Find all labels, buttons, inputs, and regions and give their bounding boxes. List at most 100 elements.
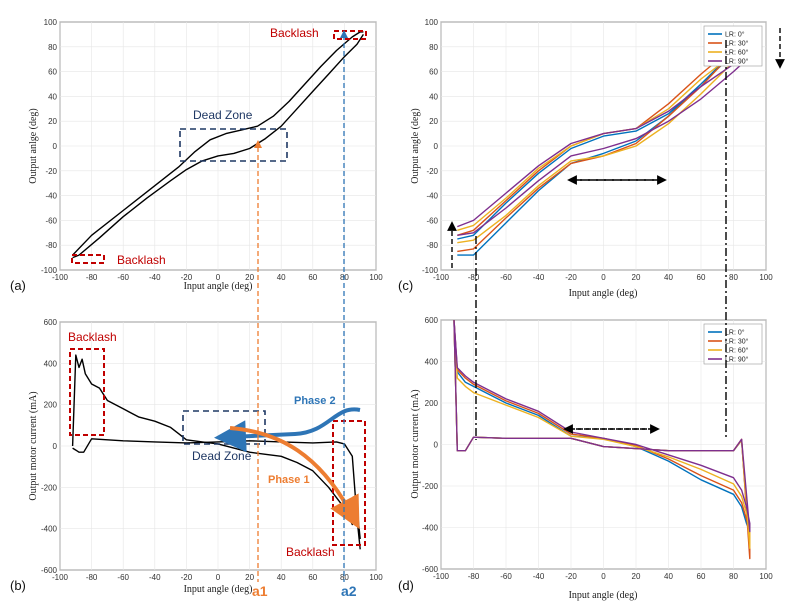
panel-a-deadzone-label: Dead Zone <box>193 108 253 122</box>
x-tick-label: 20 <box>245 273 254 282</box>
y-tick-label: 200 <box>425 399 439 408</box>
x-tick-label: 80 <box>729 273 738 282</box>
x-tick-label: 60 <box>308 573 317 582</box>
legend-label: LR: 0° <box>725 329 745 337</box>
y-tick-label: 600 <box>44 318 58 327</box>
x-tick-label: -40 <box>533 572 545 581</box>
y-tick-label: 20 <box>429 117 438 126</box>
x-tick-label: -100 <box>433 572 450 581</box>
legend-box <box>703 323 763 365</box>
x-tick-label: 80 <box>340 273 349 282</box>
y-tick-label: -400 <box>41 525 58 534</box>
x-tick-label: -20 <box>181 273 193 282</box>
x-tick-label: 0 <box>216 273 221 282</box>
panel-c-chart: -100 -80 -60 -40 -20 0 20 40 60 80 100 100 80 60 40 20 0… <box>410 18 785 299</box>
x-tick-label: -60 <box>500 273 512 282</box>
panel-d-ylabel: Output motor current (mA) <box>410 389 421 498</box>
y-tick-label: -100 <box>422 266 439 275</box>
x-tick-label: -20 <box>565 572 577 581</box>
panel-label-c: (c) <box>398 278 413 293</box>
x-tick-label: -80 <box>86 273 98 282</box>
x-tick-label: -60 <box>117 573 129 582</box>
panel-b-backlash-label-right: Backlash <box>286 545 335 559</box>
panel-b-backlash-label-left: Backlash <box>68 330 117 344</box>
x-tick-label: -20 <box>181 573 193 582</box>
x-tick-label: 80 <box>729 572 738 581</box>
x-tick-label: 40 <box>277 273 286 282</box>
x-tick-label: -100 <box>52 573 69 582</box>
panel-a-backlash-label-bottom: Backlash <box>117 253 166 267</box>
x-tick-label: 80 <box>340 573 349 582</box>
x-tick-label: -60 <box>117 273 129 282</box>
x-tick-label: -100 <box>52 273 69 282</box>
x-tick-label: 0 <box>601 572 606 581</box>
x-tick-label: 100 <box>369 573 383 582</box>
panel-a-ylabel: Output anlge (deg) <box>28 108 39 184</box>
series-line-lr-90- <box>453 319 751 533</box>
x-tick-label: 40 <box>664 572 673 581</box>
x-tick-label: 60 <box>308 273 317 282</box>
legend-label: LR: 30° <box>725 40 749 48</box>
legend-label: LR: 90° <box>725 58 749 66</box>
y-tick-label: 40 <box>48 92 57 101</box>
y-tick-label: 60 <box>48 68 57 77</box>
y-tick-label: 600 <box>425 316 439 325</box>
panel-a-deadzone-box <box>179 128 288 162</box>
y-tick-label: 100 <box>425 18 439 27</box>
x-tick-label: 40 <box>277 573 286 582</box>
panel-a-backlash-label-top: Backlash <box>270 26 319 40</box>
x-tick-label: 20 <box>245 573 254 582</box>
legend-label: LR: 60° <box>725 49 749 57</box>
legend-box <box>703 25 763 67</box>
panel-c-xlabel: Input angle (deg) <box>569 288 638 299</box>
y-tick-label: 400 <box>44 359 58 368</box>
y-tick-label: -200 <box>422 482 439 491</box>
y-tick-label: 80 <box>429 43 438 52</box>
panel-label-a: (a) <box>10 278 26 293</box>
panel-b-phase2-label: Phase 2 <box>294 395 336 407</box>
y-tick-label: -100 <box>41 266 58 275</box>
y-tick-label: 400 <box>425 358 439 367</box>
legend-label: LR: 60° <box>725 347 749 355</box>
x-tick-label: -40 <box>533 273 545 282</box>
x-tick-label: 100 <box>369 273 383 282</box>
panel-b-phase2-arrow <box>214 407 361 453</box>
panel-d-xlabel: Input angle (deg) <box>569 590 638 601</box>
y-tick-label: -60 <box>45 216 57 225</box>
panel-b-chart: -100 -80 -60 -40 -20 0 20 40 60 80 1006004002000-2… <box>28 318 383 599</box>
panel-b-phase1-arrow <box>229 426 360 530</box>
x-tick-label: 20 <box>632 273 641 282</box>
y-tick-label: -20 <box>426 167 438 176</box>
x-tick-label: 0 <box>601 273 606 282</box>
panel-d-chart: -100 -80 -60 -40 -20 0 20 40 60 80 1006004002000-2… <box>410 316 773 601</box>
y-tick-label: -40 <box>426 192 438 201</box>
panel-b-a2-label: a2 <box>341 583 357 599</box>
panel-b-phase1-label: Phase 1 <box>268 474 310 486</box>
x-tick-label: -80 <box>468 273 480 282</box>
series-line-loop-lower <box>72 34 364 259</box>
y-tick-label: 0 <box>434 441 439 450</box>
y-tick-label: -40 <box>45 192 57 201</box>
panel-a-backlash-box-top <box>333 30 367 40</box>
x-tick-label: 60 <box>697 273 706 282</box>
series-line-current-lower <box>72 438 361 550</box>
y-tick-label: 20 <box>48 117 57 126</box>
x-tick-label: -80 <box>468 572 480 581</box>
y-tick-label: -20 <box>45 167 57 176</box>
panel-a-xlabel: Input angle (deg) <box>184 281 253 292</box>
x-tick-label: -80 <box>86 573 98 582</box>
legend-label: LR: 30° <box>725 338 749 346</box>
y-tick-label: 0 <box>53 442 58 451</box>
a1-arrowhead <box>254 140 262 148</box>
x-tick-label: -20 <box>565 273 577 282</box>
y-tick-label: -80 <box>45 241 57 250</box>
x-tick-label: -40 <box>149 273 161 282</box>
x-tick-label: 40 <box>664 273 673 282</box>
panel-b-deadzone-label: Dead Zone <box>192 449 252 463</box>
x-tick-label: 100 <box>759 273 773 282</box>
y-tick-label: 100 <box>44 18 58 27</box>
panel-label-d: (d) <box>398 578 414 593</box>
x-tick-label: -60 <box>500 572 512 581</box>
x-tick-label: 0 <box>216 573 221 582</box>
y-tick-label: -400 <box>422 524 439 533</box>
